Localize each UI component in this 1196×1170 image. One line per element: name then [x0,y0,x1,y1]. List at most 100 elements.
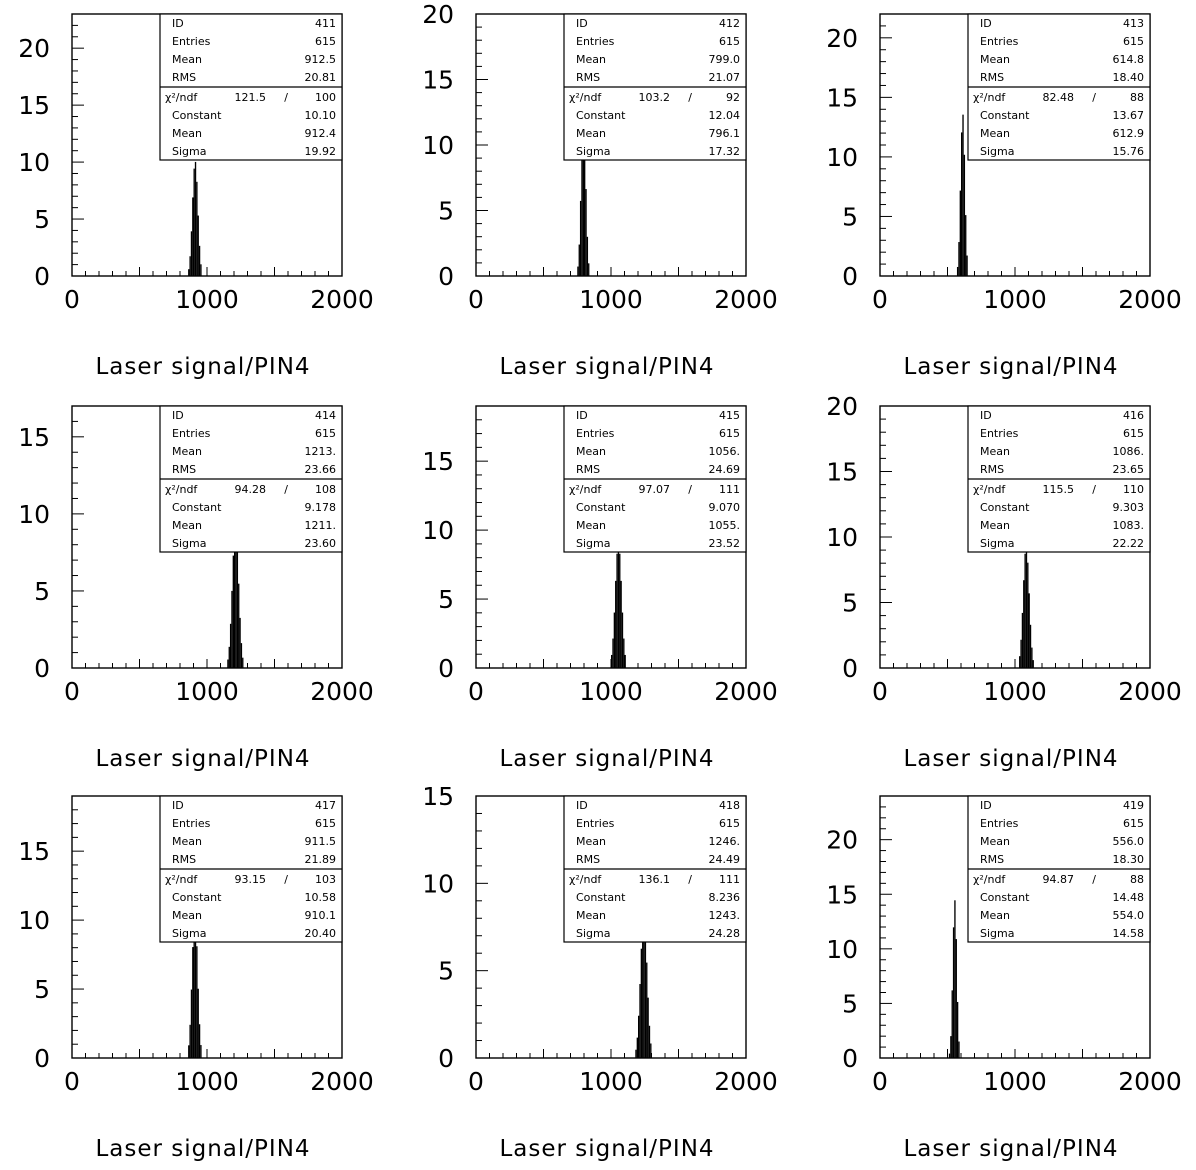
histogram-bar [192,947,194,1058]
histogram-bar [647,997,649,1058]
stats-value: 1056. [709,445,741,458]
stats-value: 615 [1123,35,1144,48]
stats-value: 10.58 [305,891,337,904]
stats-value: 121.5 [235,91,267,104]
x-tick-label: 2000 [1118,1067,1182,1096]
stats-separator: / [688,91,692,104]
stats-key: RMS [980,463,1004,476]
x-tick-label: 1000 [983,677,1047,706]
histogram-bar [635,1049,637,1058]
histogram-bar [623,638,625,668]
histogram-bar [1027,562,1029,668]
y-tick-label: 0 [438,654,454,683]
histogram-bar [950,1036,952,1058]
histogram-bar [588,263,590,276]
histogram-bar [193,168,195,276]
stats-value: 22.22 [1113,537,1145,550]
histogram-bar [238,583,240,668]
stats-key: Mean [576,445,606,458]
stats-key: Entries [980,427,1019,440]
stats-key: Sigma [172,145,206,158]
histogram-bar [962,114,964,277]
stats-key: Entries [576,427,615,440]
x-tick-label: 0 [64,1067,80,1096]
stats-value: 796.1 [709,127,741,140]
stats-value: 136.1 [639,873,671,886]
x-tick-label: 1000 [579,1067,643,1096]
y-tick-label: 5 [438,957,454,986]
histogram-bar [648,1025,651,1058]
x-tick-label: 2000 [1118,677,1182,706]
histogram-bar [579,200,582,276]
stats-key: Mean [172,53,202,66]
y-tick-label: 0 [842,654,858,683]
histogram-bar [951,990,953,1058]
stats-value: 21.89 [305,853,337,866]
x-tick-label: 1000 [175,677,239,706]
histogram-bar [188,269,190,276]
x-axis-title: Laser signal/PIN4 [903,1136,1118,1162]
histogram-svg: 0 1000 2000 0 5 10 15 Laser signal/PIN4 ID 418 Ent… [422,782,778,1162]
histogram-bar [198,245,201,276]
histogram-bar [955,939,957,1058]
y-tick-label: 15 [18,837,50,866]
histogram-bar [961,132,963,276]
stats-value: 911.5 [305,835,337,848]
histogram-bar [196,181,198,276]
stats-key: Sigma [172,927,206,940]
histogram-bar [966,255,968,276]
stats-key: Mean [172,445,202,458]
stats-separator: / [1092,483,1096,496]
stats-value: 108 [315,483,336,496]
histogram-bar [577,266,579,276]
stats-key: Sigma [576,537,610,550]
stats-value: 13.67 [1113,109,1145,122]
histogram-bar [190,231,193,276]
stats-separator: / [688,873,692,886]
stats-key: RMS [576,853,600,866]
stats-value: 10.10 [305,109,337,122]
stats-value: 23.66 [305,463,337,476]
histogram-bars [956,114,968,277]
stats-value: 912.5 [305,53,337,66]
x-tick-label: 0 [64,285,80,314]
stats-key: Entries [172,817,211,830]
y-tick-label: 15 [422,447,454,476]
stats-key: χ²/ndf [165,91,198,104]
y-tick-label: 15 [18,91,50,120]
stats-value: 88 [1130,873,1144,886]
x-tick-label: 1000 [579,285,643,314]
stats-key: Entries [980,817,1019,830]
histogram-bar [958,1041,960,1058]
y-tick-label: 0 [438,262,454,291]
histogram-svg: 0 1000 2000 0 5 10 15 20 Laser signal/PIN4 ID 416 E… [826,392,1182,772]
stats-value: 615 [315,817,336,830]
histogram-bar [200,1045,202,1058]
y-tick-label: 10 [18,906,50,935]
y-tick-label: 5 [34,205,50,234]
x-tick-label: 0 [872,1067,888,1096]
histogram-bar [963,154,966,276]
y-tick-label: 5 [438,197,454,226]
histogram-bar [231,590,233,668]
histogram-bar [639,984,641,1058]
histogram-bar [646,962,648,1058]
histogram-bar [1025,546,1028,668]
histogram-panel-412: 0 1000 2000 0 5 10 15 20 Laser signal/PIN4 ID 412 E… [404,0,802,388]
histogram-bar [227,659,229,668]
stats-value: 20.81 [305,71,337,84]
stats-value: 111 [719,483,740,496]
stats-value: 24.49 [709,853,741,866]
stats-key: Mean [980,127,1010,140]
stats-key: RMS [172,463,196,476]
histogram-bar [948,1053,951,1058]
stats-key: RMS [172,853,196,866]
y-tick-label: 15 [422,66,454,95]
stats-value: 1211. [305,519,337,532]
stats-key: Mean [980,909,1010,922]
x-axis-title: Laser signal/PIN4 [903,354,1118,380]
histogram-bar [242,657,244,668]
histogram-bar [581,147,583,276]
stats-value: 110 [1123,483,1144,496]
histogram-bar [650,1043,652,1058]
